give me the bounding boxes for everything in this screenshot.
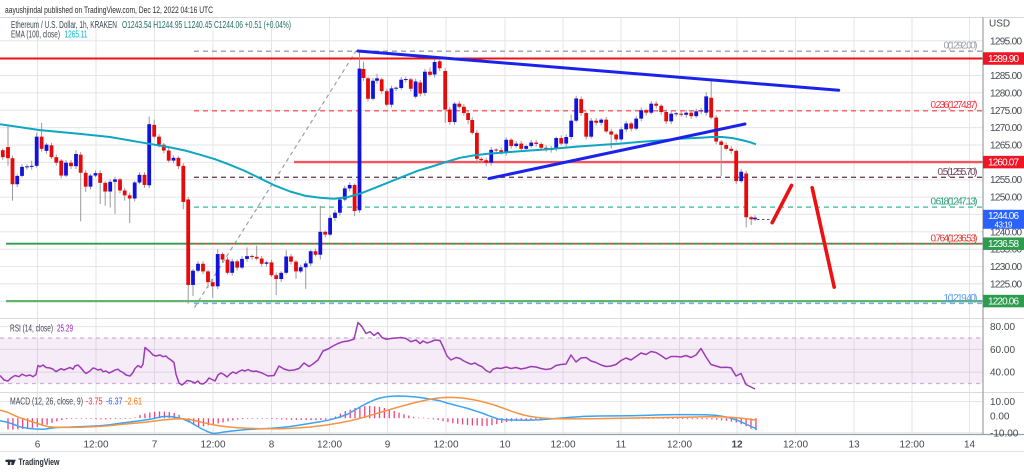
svg-text:1275.00: 1275.00 [990, 106, 1022, 117]
svg-text:1225.00: 1225.00 [990, 279, 1022, 290]
svg-text:1285.00: 1285.00 [990, 71, 1022, 82]
svg-text:9: 9 [385, 440, 391, 451]
svg-text:-2.61: -2.61 [125, 397, 142, 408]
svg-text:1(1219.40): 1(1219.40) [944, 293, 978, 304]
svg-text:12:00: 12:00 [83, 440, 108, 451]
svg-text:12:00: 12:00 [667, 440, 692, 451]
svg-text:1265.00: 1265.00 [990, 141, 1022, 152]
svg-text:1240.00: 1240.00 [990, 227, 1022, 238]
svg-text:10.00: 10.00 [990, 397, 1015, 408]
svg-text:12:00: 12:00 [550, 440, 575, 451]
svg-text:11: 11 [616, 440, 627, 451]
svg-text:43:19: 43:19 [995, 220, 1014, 229]
svg-text:1255.00: 1255.00 [990, 175, 1022, 186]
svg-text:8: 8 [269, 440, 275, 451]
svg-text:12:00: 12:00 [783, 440, 808, 451]
svg-text:12:00: 12:00 [200, 440, 225, 451]
svg-text:O1243.54 H1244.95 L1240.45: O1243.54 H1244.95 L1240.45 C1244.06 +0.5… [122, 20, 291, 31]
svg-text:14: 14 [964, 440, 976, 451]
svg-text:EMA (100, close): EMA (100, close) [11, 29, 60, 40]
svg-text:1250.00: 1250.00 [990, 193, 1022, 204]
svg-text:6: 6 [35, 440, 41, 451]
svg-text:MACD (12, 26, close, 9): MACD (12, 26, close, 9) [10, 397, 83, 408]
svg-text:25.29: 25.29 [57, 324, 73, 335]
svg-text:80.00: 80.00 [990, 322, 1015, 333]
svg-text:0.764(1236.53): 0.764(1236.53) [931, 233, 978, 244]
svg-text:40.00: 40.00 [990, 368, 1015, 379]
svg-text:RSI (14, close): RSI (14, close) [10, 324, 53, 335]
svg-text:0.618(1247.13): 0.618(1247.13) [931, 197, 978, 208]
svg-text:1236.58: 1236.58 [988, 239, 1019, 250]
svg-text:12: 12 [731, 440, 743, 451]
svg-text:13: 13 [848, 440, 860, 451]
svg-text:1289.90: 1289.90 [988, 54, 1019, 65]
svg-text:1280.00: 1280.00 [990, 88, 1022, 99]
svg-text:-6.37: -6.37 [106, 397, 123, 408]
svg-text:0.236(1274.87): 0.236(1274.87) [931, 100, 978, 111]
svg-text:-10.00: -10.00 [990, 429, 1019, 440]
svg-text:60.00: 60.00 [990, 345, 1015, 356]
svg-text:1230.00: 1230.00 [990, 262, 1022, 273]
svg-text:Ethereum / U.S. Dollar, 1h, KR: Ethereum / U.S. Dollar, 1h, KRAKEN [11, 20, 117, 31]
svg-text:10: 10 [499, 440, 511, 451]
svg-text:TradingView: TradingView [19, 457, 60, 468]
svg-text:0(1292.00): 0(1292.00) [944, 41, 978, 52]
svg-text:1260.07: 1260.07 [988, 158, 1019, 169]
svg-text:0.00: 0.00 [990, 411, 1010, 422]
svg-text:12:00: 12:00 [899, 440, 924, 451]
svg-text:1270.00: 1270.00 [990, 123, 1022, 134]
svg-text:1244.06: 1244.06 [988, 211, 1019, 222]
svg-text:1295.00: 1295.00 [990, 36, 1022, 47]
svg-text:aayushjindal published on Trad: aayushjindal published on TradingView.co… [5, 5, 213, 16]
svg-text:0.5(1255.70): 0.5(1255.70) [938, 167, 978, 178]
svg-text:1220.06: 1220.06 [988, 297, 1019, 308]
svg-text:12:00: 12:00 [433, 440, 458, 451]
svg-text:12:00: 12:00 [317, 440, 342, 451]
svg-text:1235.00: 1235.00 [990, 245, 1022, 256]
svg-text:1265.11: 1265.11 [65, 29, 88, 40]
svg-text:7: 7 [152, 440, 158, 451]
svg-text:USD: USD [989, 19, 1010, 30]
svg-text:-3.75: -3.75 [86, 397, 103, 408]
